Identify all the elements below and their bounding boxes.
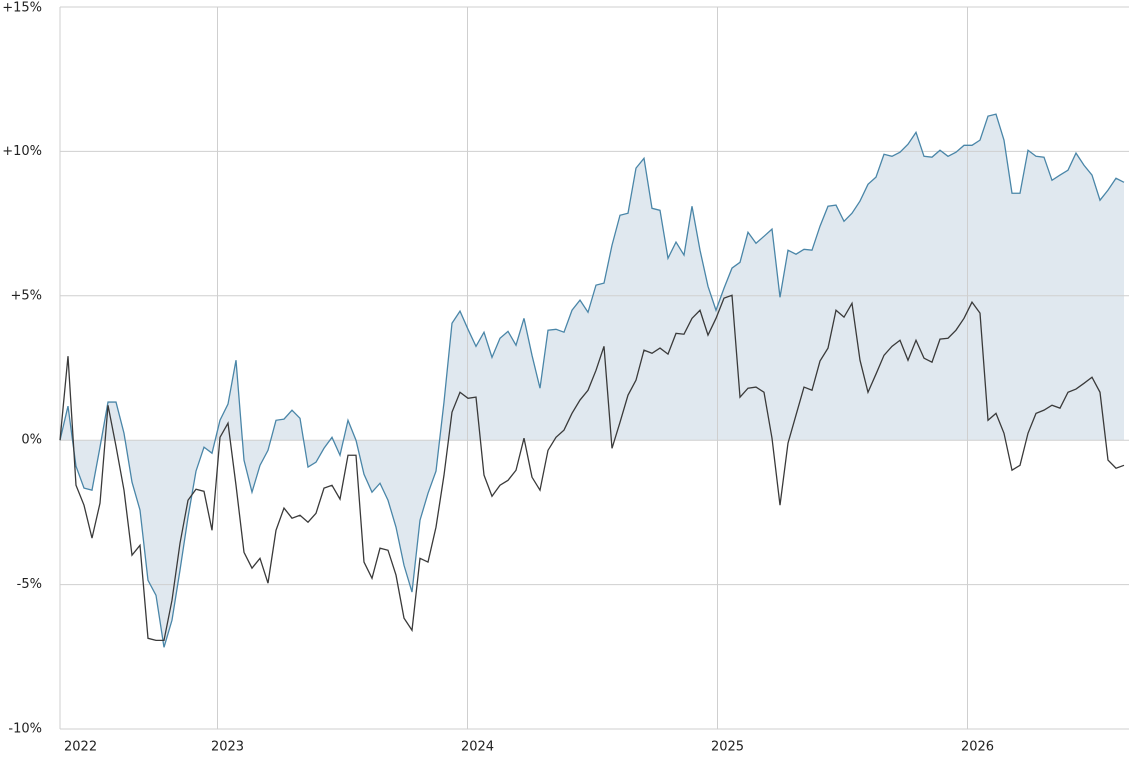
x-tick-label: 2022	[64, 740, 97, 755]
y-tick-label: +5%	[10, 288, 42, 303]
line	[59, 294, 1125, 641]
x-tick-label: 2025	[711, 740, 744, 755]
x-tick-label: 2024	[461, 740, 494, 755]
y-tick-label: -5%	[17, 577, 42, 592]
x-tick-label: 2026	[961, 740, 994, 755]
y-tick-label: 0%	[21, 433, 42, 448]
y-tick-label: +15%	[2, 1, 42, 16]
x-tick-label: 2023	[211, 740, 244, 755]
y-tick-label: -10%	[8, 722, 42, 737]
y-tick-label: +10%	[2, 144, 42, 159]
line	[59, 113, 1125, 648]
